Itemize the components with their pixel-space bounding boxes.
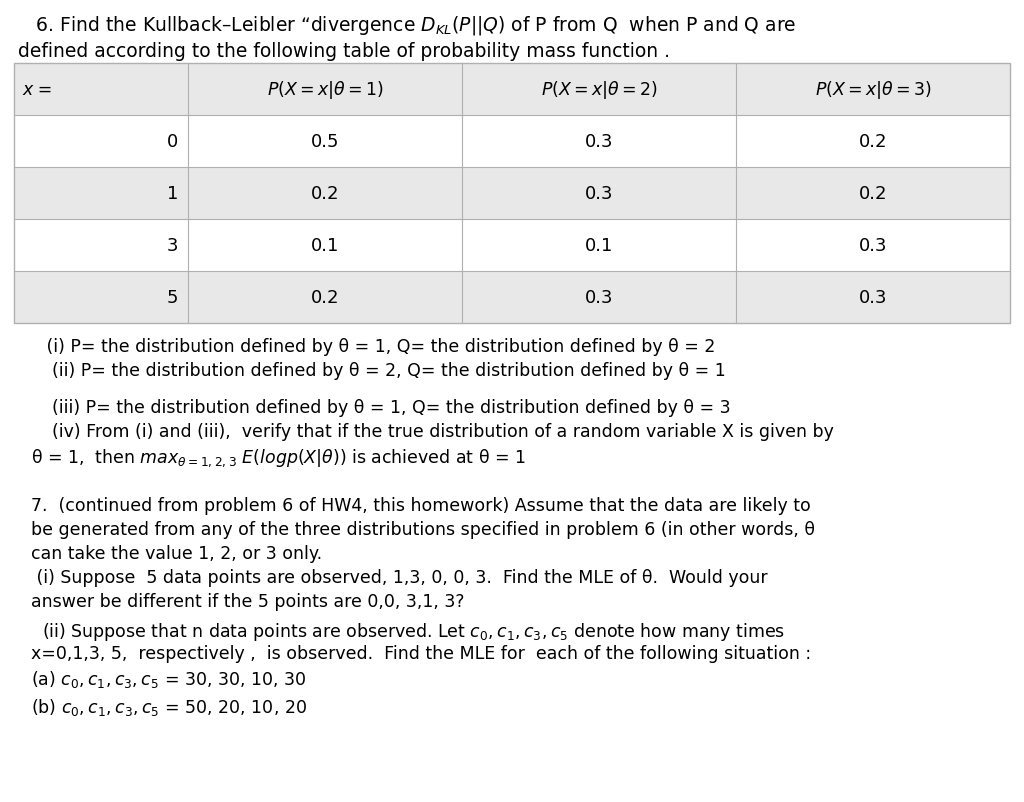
Text: (i) P= the distribution defined by θ = 1, Q= the distribution defined by θ = 2: (i) P= the distribution defined by θ = 1… bbox=[41, 338, 716, 355]
Text: x =: x = bbox=[22, 81, 52, 99]
Text: 0.3: 0.3 bbox=[585, 133, 613, 151]
Bar bbox=[14, 64, 1010, 115]
Text: (ii) Suppose that n data points are observed. Let $c_0, c_1, c_3, c_5$ denote ho: (ii) Suppose that n data points are obse… bbox=[31, 621, 784, 642]
Text: 0.2: 0.2 bbox=[859, 133, 888, 151]
Text: be generated from any of the three distributions specified in problem 6 (in othe: be generated from any of the three distr… bbox=[31, 520, 815, 538]
Text: (iii) P= the distribution defined by θ = 1, Q= the distribution defined by θ = 3: (iii) P= the distribution defined by θ =… bbox=[41, 399, 730, 417]
Text: 0.3: 0.3 bbox=[585, 184, 613, 203]
Text: 1: 1 bbox=[167, 184, 178, 203]
Text: 0.2: 0.2 bbox=[859, 184, 888, 203]
Text: 5: 5 bbox=[167, 289, 178, 306]
Text: answer be different if the 5 points are 0,0, 3,1, 3?: answer be different if the 5 points are … bbox=[31, 593, 464, 610]
Text: (i) Suppose  5 data points are observed, 1,3, 0, 0, 3.  Find the MLE of θ.  Woul: (i) Suppose 5 data points are observed, … bbox=[31, 569, 767, 586]
Text: 0.1: 0.1 bbox=[311, 237, 339, 255]
Text: θ = 1,  then $max_{\theta=1,2,3}$ $E(logp(X|\theta))$ is achieved at θ = 1: θ = 1, then $max_{\theta=1,2,3}$ $E(logp… bbox=[31, 447, 525, 468]
Bar bbox=[14, 272, 1010, 323]
Text: 0.3: 0.3 bbox=[859, 289, 888, 306]
Bar bbox=[14, 115, 1010, 168]
Text: 3: 3 bbox=[167, 237, 178, 255]
Text: (b) $c_0, c_1, c_3, c_5$ = 50, 20, 10, 20: (b) $c_0, c_1, c_3, c_5$ = 50, 20, 10, 2… bbox=[31, 696, 307, 717]
Text: 0.2: 0.2 bbox=[311, 289, 340, 306]
Text: 0.1: 0.1 bbox=[585, 237, 613, 255]
Text: $P(X = x|\theta = 2)$: $P(X = x|\theta = 2)$ bbox=[541, 79, 657, 101]
Text: 7.  (continued from problem 6 of HW4, this homework) Assume that the data are li: 7. (continued from problem 6 of HW4, thi… bbox=[31, 496, 810, 515]
Text: (iv) From (i) and (iii),  verify that if the true distribution of a random varia: (iv) From (i) and (iii), verify that if … bbox=[41, 423, 834, 440]
Text: 0: 0 bbox=[167, 133, 178, 151]
Text: 0.3: 0.3 bbox=[585, 289, 613, 306]
Text: (ii) P= the distribution defined by θ = 2, Q= the distribution defined by θ = 1: (ii) P= the distribution defined by θ = … bbox=[41, 362, 726, 379]
Text: $P(X = x|\theta = 1)$: $P(X = x|\theta = 1)$ bbox=[267, 79, 384, 101]
Text: (a) $c_0, c_1, c_3, c_5$ = 30, 30, 10, 30: (a) $c_0, c_1, c_3, c_5$ = 30, 30, 10, 3… bbox=[31, 668, 306, 690]
Text: 6. Find the Kullback–Leibler “divergence $D_{KL}$$(P||Q)$ of P from Q  when P an: 6. Find the Kullback–Leibler “divergence… bbox=[30, 14, 797, 37]
Text: 0.3: 0.3 bbox=[859, 237, 888, 255]
Text: $P(X = x|\theta = 3)$: $P(X = x|\theta = 3)$ bbox=[815, 79, 932, 101]
Text: 0.2: 0.2 bbox=[311, 184, 340, 203]
Bar bbox=[14, 168, 1010, 220]
Bar bbox=[14, 64, 1010, 323]
Text: x=0,1,3, 5,  respectively ,  is observed.  Find the MLE for  each of the followi: x=0,1,3, 5, respectively , is observed. … bbox=[31, 644, 811, 662]
Bar bbox=[14, 220, 1010, 272]
Text: 0.5: 0.5 bbox=[311, 133, 340, 151]
Text: can take the value 1, 2, or 3 only.: can take the value 1, 2, or 3 only. bbox=[31, 545, 322, 562]
Text: defined according to the following table of probability mass function .: defined according to the following table… bbox=[18, 42, 670, 61]
